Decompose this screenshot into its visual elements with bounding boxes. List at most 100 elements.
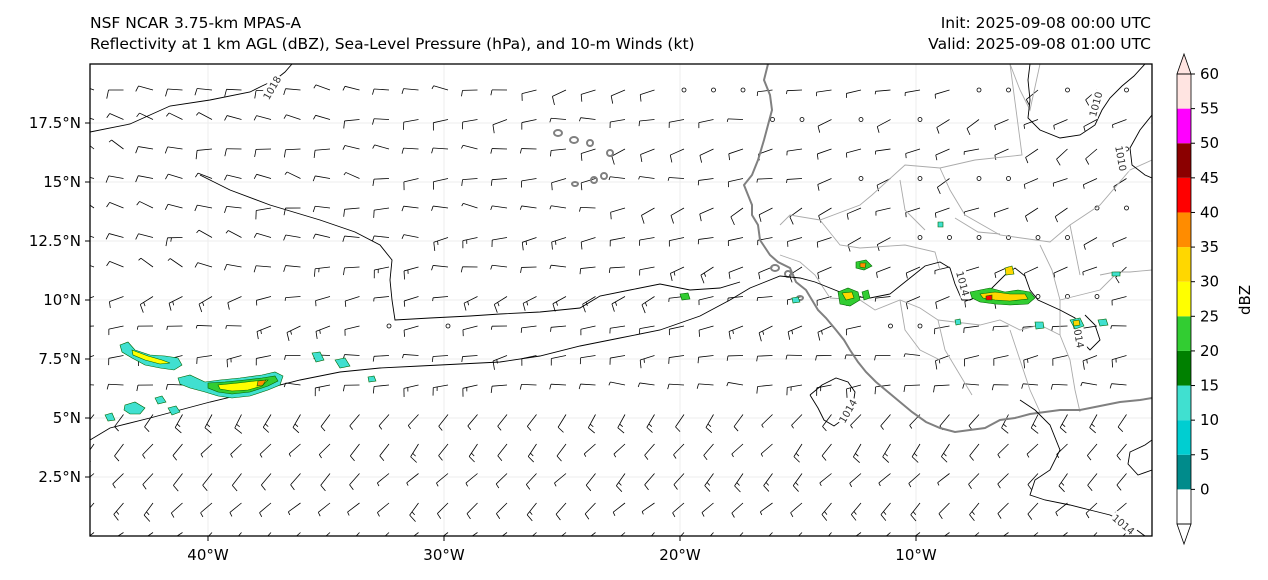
- wind-barb: [904, 89, 921, 97]
- wind-barb: [790, 502, 803, 518]
- wind-barb: [850, 414, 862, 429]
- wind-barb: [793, 443, 803, 463]
- wind-barb: [617, 414, 626, 434]
- wind-barb: [312, 233, 331, 239]
- wind-barb: [590, 532, 596, 536]
- wind-barb: [646, 414, 655, 433]
- calm-wind-marker: [976, 235, 982, 240]
- wind-barb: [936, 119, 950, 134]
- wind-barb: [108, 325, 124, 336]
- wind-barb: [234, 414, 243, 434]
- wind-barb: [312, 205, 331, 213]
- wind-barb: [644, 473, 655, 491]
- wind-barb: [874, 384, 891, 395]
- wind-barb: [165, 237, 183, 247]
- wind-barb: [437, 502, 449, 519]
- wind-barb: [641, 502, 655, 515]
- wind-barb: [463, 296, 478, 311]
- wind-barbs: [90, 84, 1129, 536]
- wind-barb: [668, 355, 685, 364]
- wind-barb: [1062, 532, 1068, 536]
- wind-barb: [1110, 325, 1127, 329]
- wind-barb: [816, 384, 832, 396]
- wind-barb: [610, 89, 626, 104]
- wind-barb: [1021, 383, 1039, 389]
- wind-barb: [224, 174, 242, 181]
- calm-wind-marker: [1035, 294, 1041, 299]
- wind-barb: [650, 532, 655, 536]
- wind-barb: [194, 262, 213, 268]
- wind-barb: [816, 237, 832, 248]
- wind-barb: [409, 502, 419, 522]
- wind-barb: [195, 112, 213, 120]
- wind-barb: [136, 384, 154, 392]
- wind-barb: [613, 443, 626, 458]
- calm-wind-marker: [770, 117, 775, 122]
- wind-barb: [609, 325, 626, 334]
- calm-wind-marker: [858, 176, 864, 181]
- wind-barb: [1001, 414, 1009, 434]
- colorbar-segment: [1177, 143, 1191, 178]
- wind-barb: [817, 119, 832, 133]
- wind-barb: [639, 237, 655, 246]
- wind-barb: [462, 325, 478, 337]
- wind-barb: [90, 443, 95, 462]
- wind-barb: [224, 115, 242, 121]
- colorbar-segment: [1177, 247, 1191, 282]
- wind-barb: [108, 355, 124, 366]
- wind-barb: [728, 148, 744, 161]
- wind-barb: [1122, 532, 1127, 536]
- wind-barb: [704, 473, 714, 492]
- calm-wind-marker: [1035, 235, 1041, 240]
- wind-barb: [284, 354, 301, 360]
- wind-barb: [1027, 502, 1039, 520]
- wind-barb: [436, 473, 449, 487]
- wind-barb: [964, 207, 980, 216]
- wind-barb: [343, 266, 360, 276]
- wind-barb: [1085, 148, 1098, 165]
- wind-barb: [343, 354, 360, 359]
- wind-barb: [492, 119, 508, 134]
- wind-barb: [821, 443, 832, 461]
- wind-barb: [756, 384, 773, 394]
- wind-barb: [168, 296, 183, 311]
- wind-barb: [787, 237, 803, 247]
- wind-barb: [521, 89, 537, 101]
- wind-barb: [372, 178, 390, 186]
- wind-barb: [817, 325, 832, 341]
- wind-barb: [905, 296, 921, 310]
- wind-barb: [460, 266, 478, 273]
- wind-barb: [734, 473, 744, 493]
- wind-barb: [675, 414, 685, 432]
- wind-barb: [756, 355, 773, 362]
- wind-barb: [641, 296, 655, 314]
- wind-barb: [344, 296, 360, 307]
- wind-barb: [997, 443, 1009, 459]
- calm-wind-marker: [711, 87, 716, 93]
- wind-barb: [641, 207, 655, 224]
- wind-barb: [403, 296, 419, 307]
- colorbar-tick-label: 60: [1200, 65, 1219, 83]
- wind-barb: [403, 119, 419, 130]
- wind-barb: [935, 296, 950, 310]
- wind-barb: [1024, 266, 1039, 279]
- wind-barb: [620, 532, 626, 536]
- wind-barb: [1023, 119, 1039, 129]
- calm-wind-marker: [1006, 87, 1011, 93]
- wind-barb: [194, 88, 213, 96]
- wind-barb: [698, 119, 714, 129]
- wind-barb: [90, 414, 95, 421]
- wind-barb: [496, 502, 508, 519]
- wind-barb: [786, 178, 803, 183]
- wind-barb: [255, 207, 272, 220]
- wind-barb: [410, 443, 419, 463]
- wind-barb: [462, 237, 478, 249]
- wind-barb: [225, 230, 242, 238]
- wind-barb: [579, 117, 596, 122]
- wind-barb: [522, 296, 537, 311]
- wind-barb: [557, 414, 567, 433]
- wind-barb: [176, 532, 183, 536]
- wind-barb: [728, 325, 744, 340]
